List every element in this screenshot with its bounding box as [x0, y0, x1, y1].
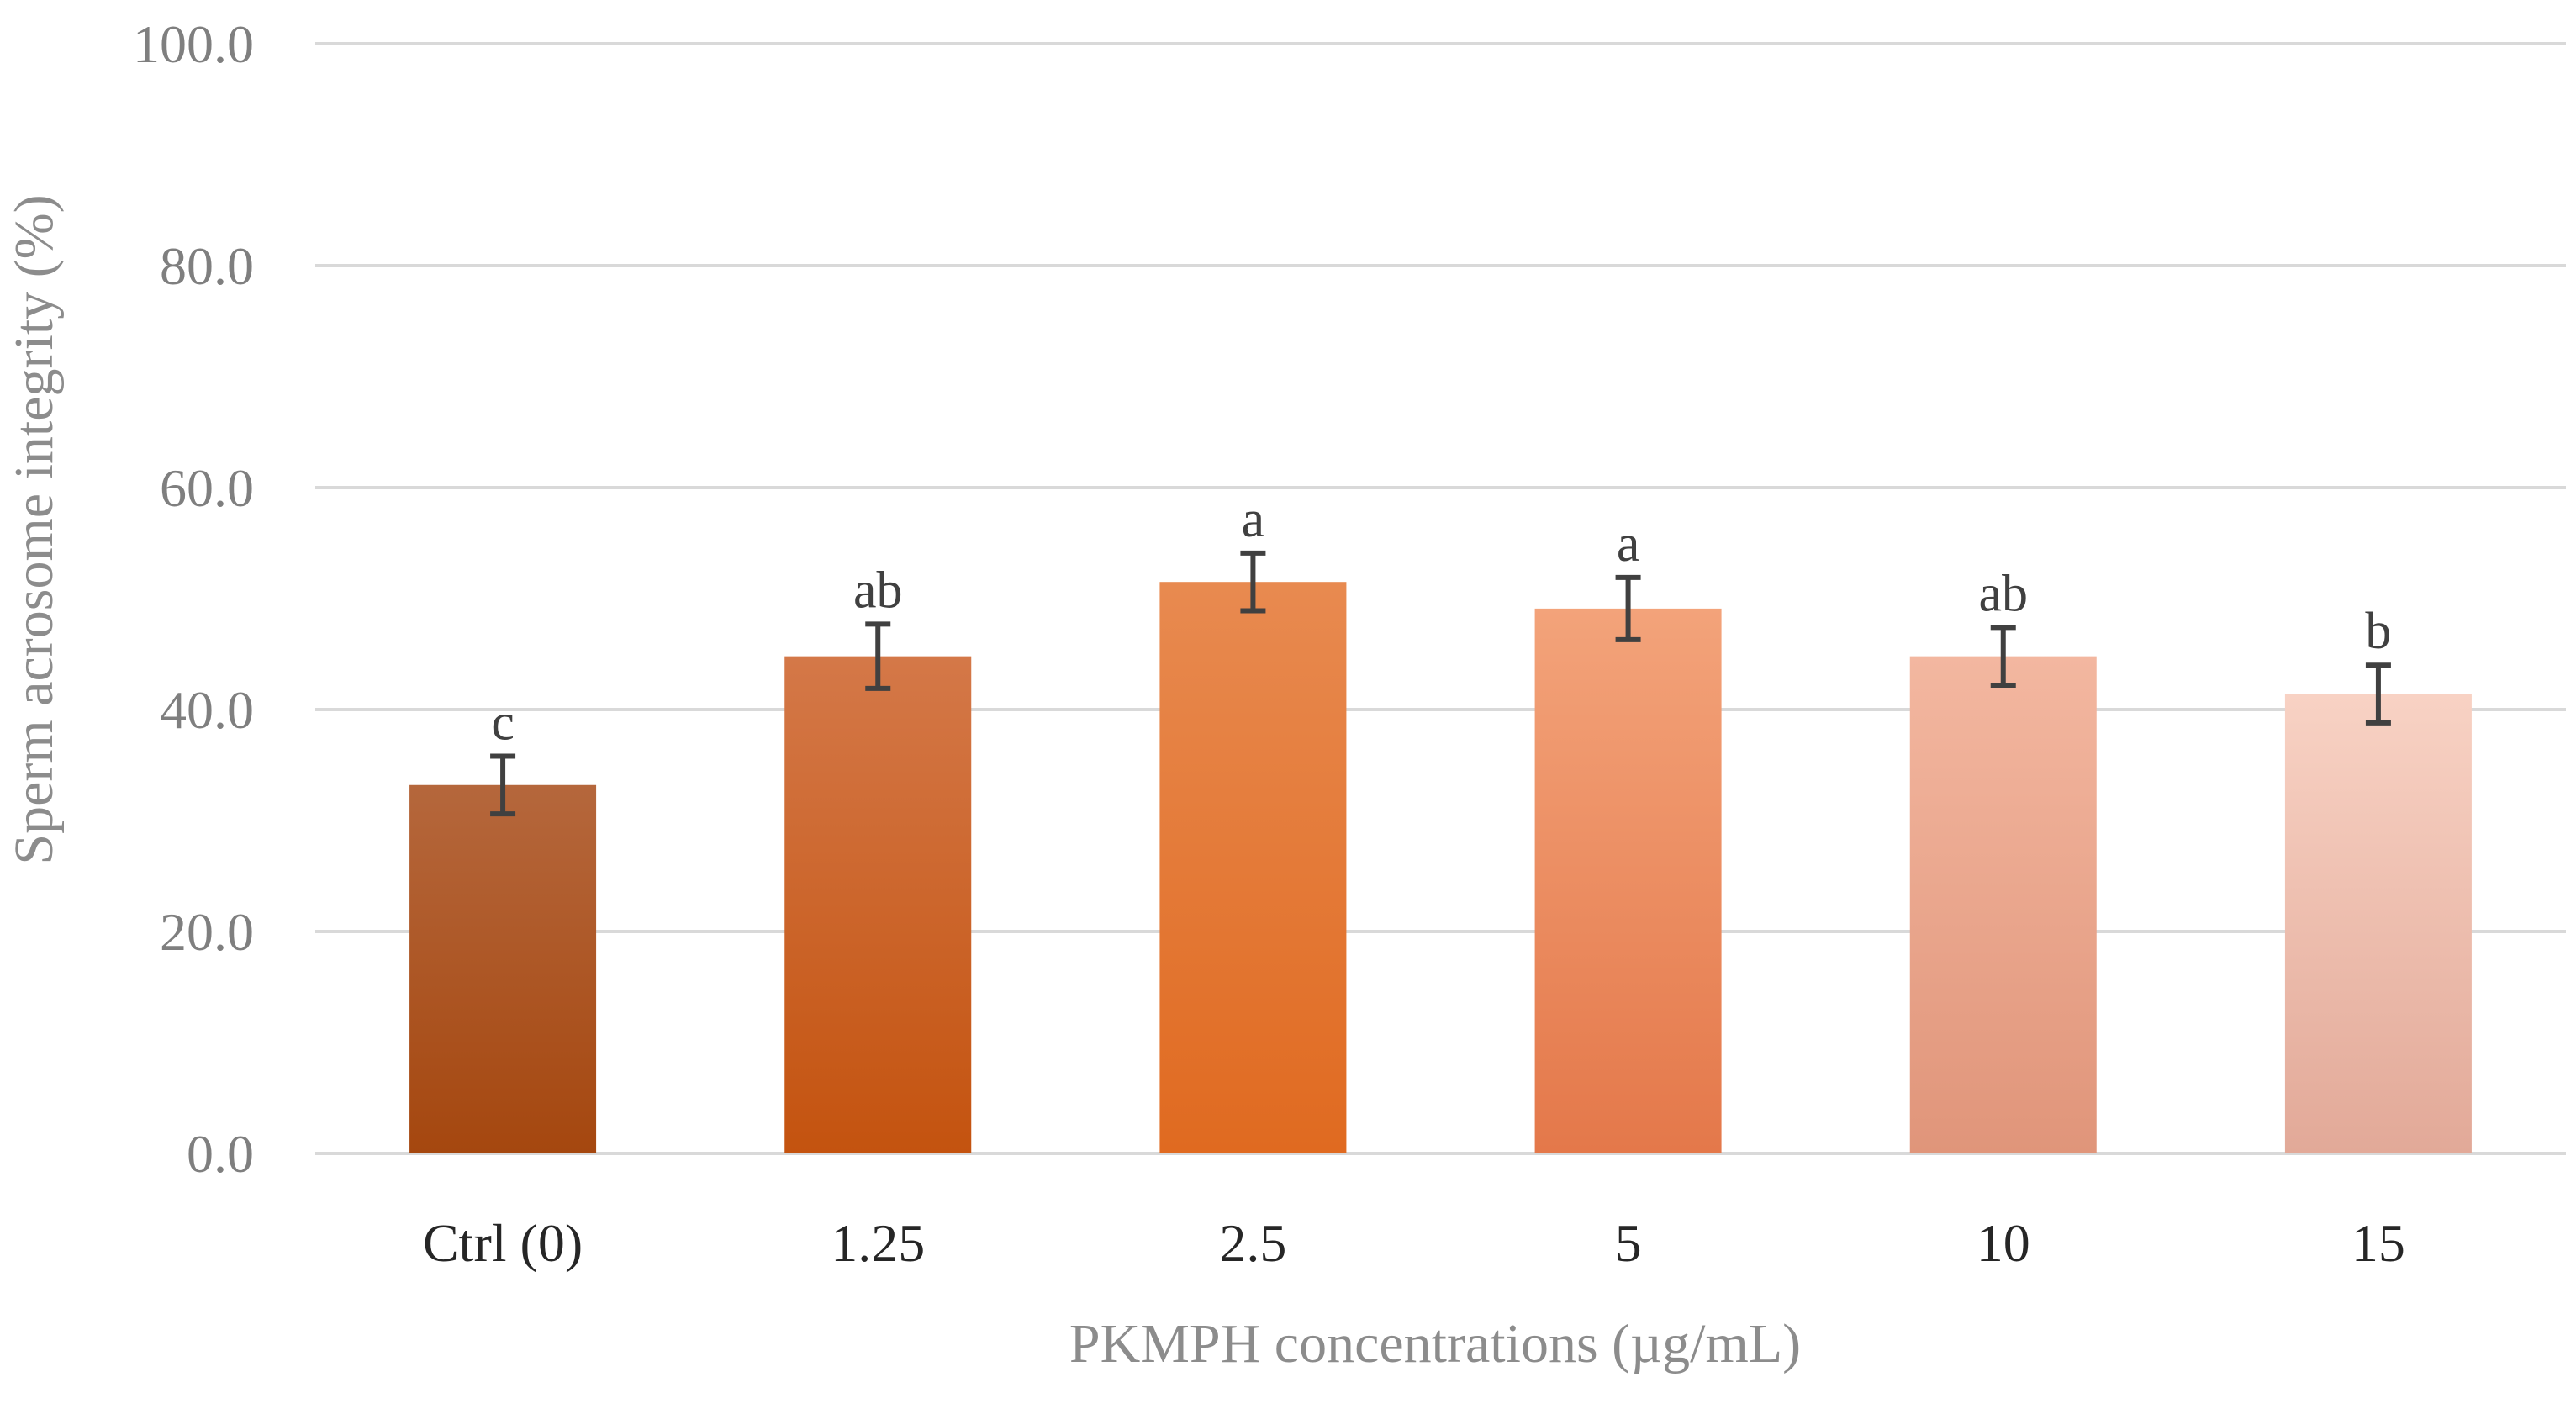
significance-label: ab: [853, 562, 903, 619]
bar: [409, 784, 597, 1153]
x-axis-title: PKMPH concentrations (µg/mL): [1069, 1313, 1801, 1375]
y-tick-label: 60.0: [160, 458, 254, 518]
y-tick-label: 0.0: [187, 1124, 254, 1184]
x-tick-label: 1.25: [831, 1213, 925, 1273]
x-tick-label: 2.5: [1219, 1213, 1286, 1273]
y-tick-label: 100.0: [133, 14, 254, 74]
x-tick-label: 5: [1615, 1213, 1642, 1273]
significance-label: c: [491, 694, 515, 751]
bar: [784, 656, 972, 1153]
significance-label: a: [1242, 491, 1265, 548]
y-tick-label: 40.0: [160, 680, 254, 740]
bar: [2284, 694, 2472, 1153]
bar: [1159, 582, 1347, 1153]
y-axis-title: Sperm acrosome integrity (%): [3, 194, 65, 864]
bar: [1909, 656, 2097, 1153]
y-tick-label: 20.0: [160, 902, 254, 962]
significance-labels: c ab a a ab b: [491, 491, 2391, 752]
significance-label: ab: [1978, 565, 2028, 622]
x-tick-label: 15: [2352, 1213, 2405, 1273]
x-tick-labels: Ctrl (0) 1.25 2.5 5 10 15: [423, 1213, 2405, 1273]
y-tick-label: 80.0: [160, 236, 254, 296]
bar: [1534, 608, 1722, 1153]
x-tick-label: Ctrl (0): [423, 1213, 583, 1273]
significance-label: b: [2365, 603, 2391, 660]
y-tick-labels: 0.0 20.0 40.0 60.0 80.0 100.0: [133, 14, 254, 1184]
x-tick-label: 10: [1977, 1213, 2030, 1273]
significance-label: a: [1617, 515, 1640, 573]
gridlines: [315, 42, 2566, 1155]
bars: [409, 582, 2472, 1153]
error-bars: [490, 550, 2391, 817]
